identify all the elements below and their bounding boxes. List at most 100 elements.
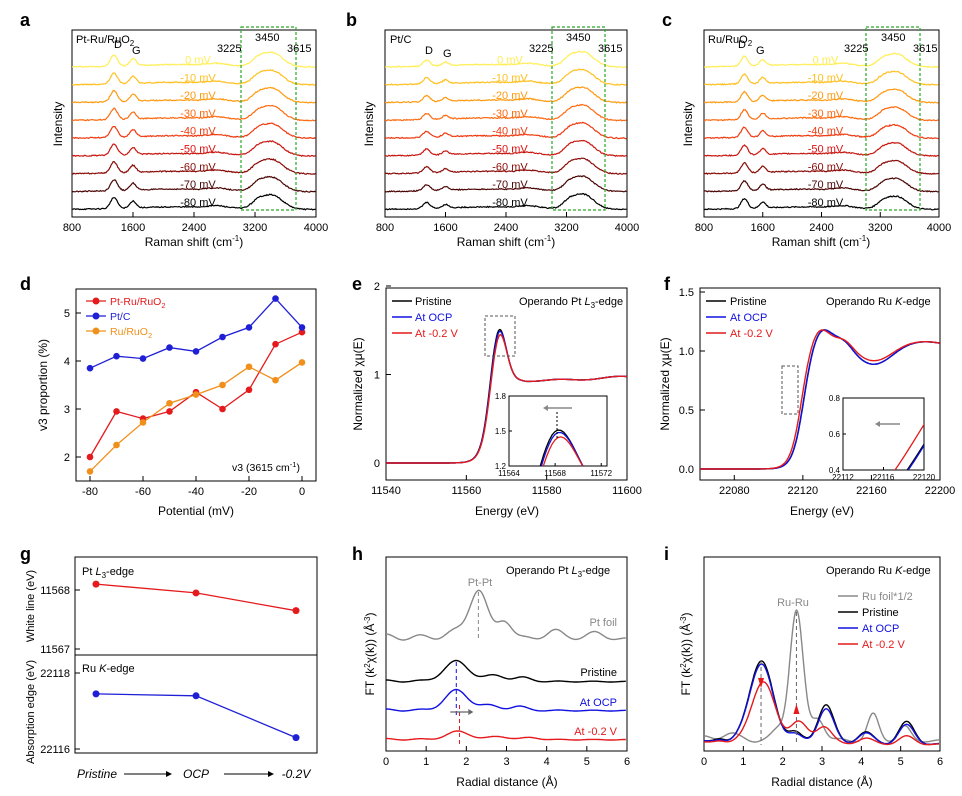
panel-i: i 0 1 2 3 4 5 6 Operando Ru K-edge Ru-Ru Ru fo… [664, 544, 943, 789]
trace-6 [72, 158, 316, 175]
y-tick-label: 22118 [40, 668, 70, 680]
inset-frame [508, 395, 608, 467]
trace-5 [385, 139, 627, 157]
potential-label: 0 mV [497, 55, 523, 67]
y-axis-label: FT (k2χ(k)) (Å-3) [678, 613, 693, 696]
trace-3 [385, 103, 627, 122]
legend: Pt-Ru/RuO2 Pt/C Ru/RuO2 [86, 296, 166, 340]
potential-label: -60 mV [180, 161, 216, 173]
highlight-box [551, 26, 606, 211]
inset-x-tick-label: 22112 [832, 473, 854, 482]
x-axis-label: Raman shift (cm-1) [145, 234, 243, 249]
trace-2 [72, 86, 316, 104]
peak-g-label: G [756, 45, 765, 57]
x-tick-label: -20 [241, 486, 257, 498]
ft-line [386, 659, 626, 683]
trace-8 [704, 195, 939, 211]
y-tick-label: 4 [64, 356, 70, 368]
inset-line [539, 429, 584, 466]
data-point [219, 333, 226, 341]
inset-y-tick-label: 1.8 [495, 392, 507, 401]
peak-d-label: D [425, 45, 433, 57]
decrease-arrow [758, 678, 765, 688]
potential-label: -10 mV [492, 72, 528, 84]
potential-label: 0 mV [813, 55, 839, 67]
trace-1 [704, 70, 939, 86]
peak-3450-label: 3450 [566, 32, 590, 44]
x-tick-label: 800 [695, 222, 713, 234]
x-tick-label: 2 [780, 756, 786, 768]
panel-letter: a [20, 10, 31, 30]
data-point [113, 408, 120, 415]
x-tick-label: 11560 [451, 485, 481, 497]
inset-line [907, 444, 924, 470]
zoom-box [781, 365, 799, 415]
potential-label: -70 mV [808, 179, 844, 191]
x-tick-label: 4 [858, 756, 864, 768]
x-tick-label: -80 [82, 486, 98, 498]
x-tick-label: -40 [188, 486, 204, 498]
xanes-line [700, 329, 940, 470]
y-axis-label: Normalized χμ(E) [351, 337, 365, 430]
potential-labels: 0 mV -10 mV -20 mV -30 mV -40 mV -50 mV -60 mV… [808, 55, 844, 209]
data-point [245, 363, 253, 371]
potential-label: -50 mV [808, 144, 844, 156]
inset-y-tick-label: 0.4 [829, 466, 841, 475]
panel-title: Operando Ru K-edge [826, 296, 931, 308]
x-tick-label: 4000 [927, 222, 951, 234]
y-tick-label: 2 [64, 452, 70, 464]
inset-y-tick-label: 1.5 [495, 427, 507, 436]
data-point [292, 734, 300, 742]
plot-frame [699, 287, 941, 481]
data-point [219, 381, 226, 389]
data-point [192, 692, 200, 700]
shift-arrow-head [468, 709, 474, 715]
trace-3 [72, 104, 316, 122]
y-tick-label: 0.0 [679, 464, 694, 476]
potential-label: -60 mV [492, 161, 528, 173]
series-line [95, 693, 297, 739]
data-point [86, 364, 94, 372]
panel-letter: b [346, 10, 357, 30]
legend-ocp: At OCP [730, 312, 767, 324]
y-axis-label: Normalized χμ(E) [658, 337, 672, 430]
legend-ocp: At OCP [415, 312, 452, 324]
potential-label: -50 mV [492, 144, 528, 156]
y-axis-label: Intensity [51, 102, 65, 147]
potential-label: -50 mV [180, 144, 216, 156]
x-tick-label: -60 [135, 486, 151, 498]
x-tick-label: 0 [299, 486, 305, 498]
ft-line [386, 589, 626, 641]
trace-2 [385, 86, 627, 104]
trace-4 [385, 121, 627, 140]
plot-frame [385, 556, 628, 752]
inset: 11564 11568 11572 1.2 1.5 1.8 [495, 392, 613, 478]
x-tick-label: 3200 [554, 222, 578, 234]
x-ticks: 800 1600 2400 3200 4000 [376, 212, 639, 234]
legend-ocp: At OCP [862, 623, 899, 635]
data-point [139, 419, 147, 426]
y-axis-label-bottom: Absorption edge (eV) [25, 660, 37, 764]
potential-label: -10 mV [808, 72, 844, 84]
x-tick-label: 22200 [925, 485, 956, 497]
axes: -80 -60 -40 -20 0 2 3 4 5 [64, 308, 305, 498]
potential-label: -80 mV [180, 197, 216, 209]
highlight-box [240, 26, 297, 211]
peak-label: Pt-Pt [468, 577, 492, 589]
peak-g-label: G [443, 48, 452, 60]
inset-axes: 11564 11568 11572 1.2 1.5 1.8 [495, 392, 613, 478]
potential-label: -10 mV [180, 72, 216, 84]
y-axis-label: Intensity [681, 102, 695, 147]
x-tick-label: 11580 [532, 485, 562, 497]
data-point [86, 468, 94, 475]
panel-title: Operando Pt L3-edge [506, 565, 610, 579]
panel-letter: d [20, 274, 31, 294]
series-group [86, 295, 306, 475]
y-tick-label: 11567 [40, 644, 70, 656]
series-group [704, 608, 940, 746]
potential-label: -70 mV [492, 179, 528, 191]
data-point [166, 408, 173, 415]
inset-line [540, 431, 584, 466]
panel-a: a Pt-Ru/RuO2 D G 3225 3450 3615 0 mV -10 … [20, 10, 328, 249]
data-point [245, 324, 253, 331]
